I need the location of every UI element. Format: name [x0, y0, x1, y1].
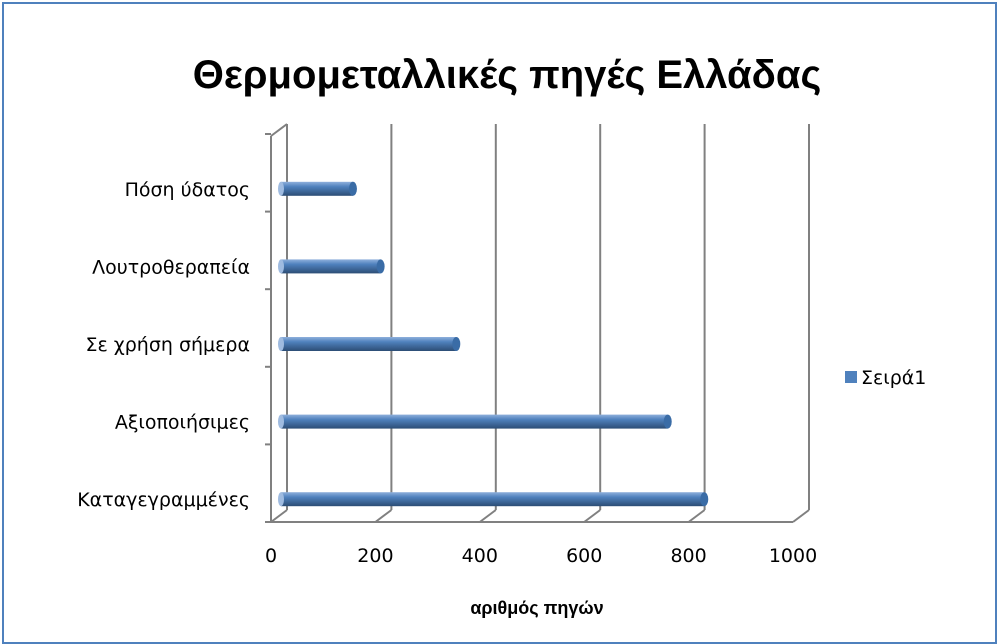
chart-title: Θερμομεταλλικές πηγές Ελλάδας — [193, 53, 822, 97]
y-axis-top-edge — [270, 123, 288, 137]
bar-start-cap — [278, 259, 284, 274]
bar-end-cap — [663, 414, 672, 429]
x-tick-label: 400 — [462, 545, 498, 567]
floor-edge — [687, 509, 706, 523]
y-category-label: Πόση ύδατος — [125, 179, 250, 201]
grid-layer — [265, 123, 810, 523]
x-tick-label: 200 — [357, 545, 393, 567]
x-tick-label: 1000 — [769, 545, 817, 567]
x-tick-label: 600 — [566, 545, 602, 567]
bar — [281, 492, 705, 507]
y-category-label: Καταγεγραμμένες — [77, 489, 250, 511]
bar-start-cap — [278, 181, 284, 196]
x-tick-label: 800 — [670, 545, 706, 567]
floor-edge — [270, 509, 288, 523]
floor-edge — [583, 509, 601, 523]
y-category-label: Αξιοποιήσιμες — [115, 412, 250, 434]
bar-end-cap — [700, 492, 709, 507]
bar — [281, 414, 668, 429]
bar-start-cap — [278, 337, 284, 351]
bar — [281, 337, 457, 351]
bar-start-cap — [278, 492, 284, 507]
x-axis-title: αριθμός πηγών — [470, 598, 603, 618]
bar-start-cap — [278, 414, 284, 429]
legend-swatch — [845, 371, 857, 383]
floor-edge — [479, 509, 497, 523]
y-category-label: Λουτροθεραπεία — [92, 256, 250, 278]
bar-layer — [278, 181, 709, 507]
floor-edge — [792, 509, 810, 523]
x-tick-label: 0 — [265, 545, 277, 567]
chart-canvas: Θερμομεταλλικές πηγές Ελλάδας 0 200 400 600… — [77, 53, 926, 618]
y-category-label: Σε χρήση σήμερα — [85, 334, 250, 356]
bar — [281, 259, 381, 274]
bar-end-cap — [348, 181, 357, 196]
legend-label: Σειρά1 — [861, 367, 926, 389]
bar-end-cap — [452, 337, 461, 351]
floor-edge — [374, 509, 392, 523]
label-layer: 0 200 400 600 800 1000 Καταγεγραμμένες Αξιοποιή… — [77, 179, 817, 567]
bar — [281, 181, 353, 196]
bar-end-cap — [376, 259, 385, 274]
legend: Σειρά1 — [845, 367, 926, 389]
